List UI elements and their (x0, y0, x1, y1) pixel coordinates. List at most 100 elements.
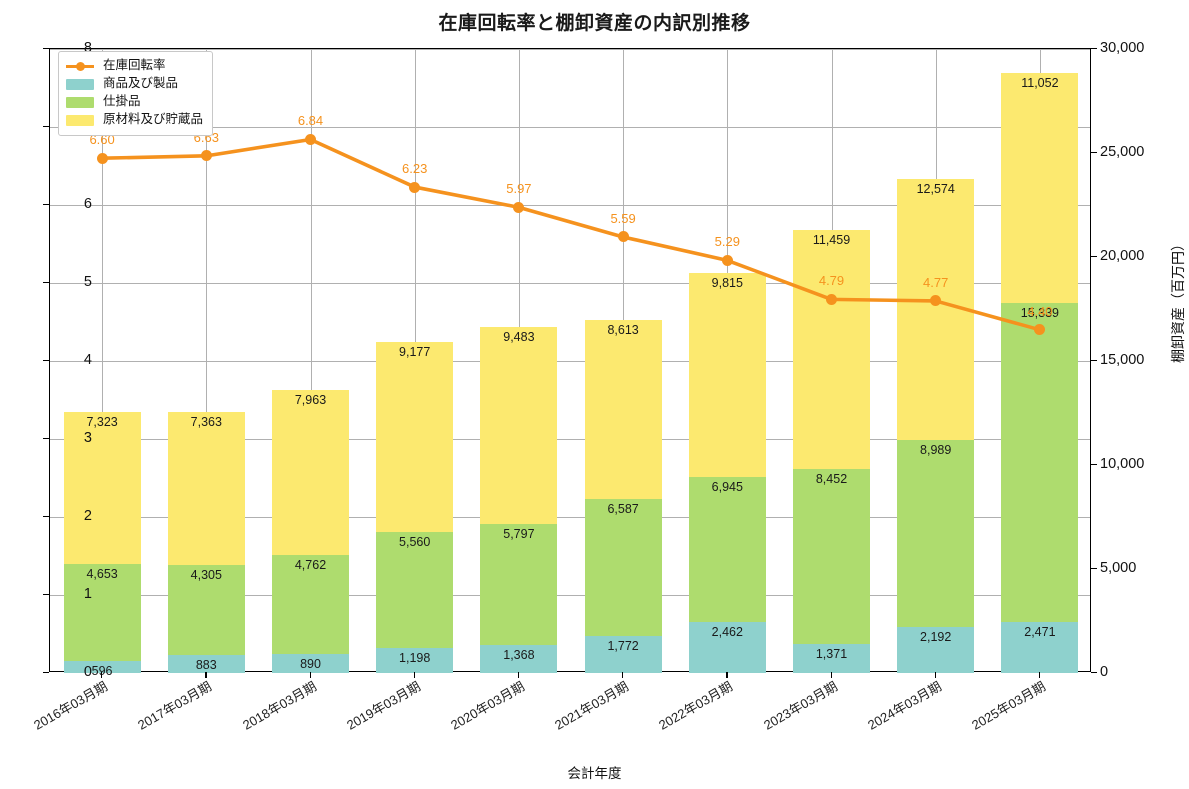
chart-legend: 在庫回転率 商品及び製品仕掛品 原材料及び貯蔵品 (58, 51, 214, 136)
bar-segment[interactable] (480, 523, 558, 645)
chart-title: 在庫回転率と棚卸資産の内訳別推移 (438, 13, 751, 34)
line-value-label: 5.29 (714, 234, 740, 250)
bar-segment[interactable] (897, 440, 975, 628)
x-axis-tick-label: 2017年03月期 (135, 678, 215, 733)
line-path (100, 137, 1042, 332)
bar-segment[interactable] (688, 477, 766, 622)
y-axis-left-tick (43, 672, 49, 674)
bar-segment[interactable] (167, 565, 245, 655)
line-data-point[interactable] (826, 293, 837, 305)
y-axis-left-tick (43, 48, 49, 50)
bar-segment[interactable] (1001, 72, 1079, 303)
line-value-label: 5.59 (610, 210, 636, 226)
y-axis-right-tick (1091, 256, 1097, 258)
bar-segment[interactable] (272, 389, 349, 556)
y-axis-right-tick (1091, 672, 1097, 674)
legend-item[interactable]: 商品及び製品 (66, 75, 203, 93)
bar-segment[interactable] (793, 644, 870, 673)
gridline-vertical (102, 49, 104, 671)
bar-segment[interactable] (376, 341, 454, 533)
line-value-label: 6.84 (297, 113, 324, 129)
bar-segment[interactable] (480, 644, 558, 673)
line-value-label: 4.79 (818, 273, 845, 289)
y-axis-left-tick (43, 438, 49, 440)
y-axis-right-tick-label: 0 (1100, 664, 1109, 680)
line-data-point[interactable] (721, 254, 733, 266)
x-axis-tick (413, 672, 416, 678)
x-axis-tick-label: 2023年03月期 (760, 678, 840, 733)
line-data-point[interactable] (96, 152, 108, 164)
y-axis-right-tick (1091, 360, 1097, 362)
x-axis-tick (101, 672, 103, 678)
line-value-label: 6.23 (402, 161, 428, 177)
line-data-point[interactable] (513, 201, 525, 213)
gridline-horizontal (50, 517, 1090, 518)
x-axis-tick (205, 672, 207, 678)
y-axis-left-tick (43, 126, 49, 128)
gridline-horizontal (50, 361, 1090, 362)
bar-segment[interactable] (63, 563, 141, 661)
bar-segment[interactable] (167, 411, 245, 566)
bar-segment[interactable] (63, 411, 141, 564)
y-axis-left-tick (43, 282, 49, 284)
gridline-horizontal (50, 49, 1090, 50)
line-data-point[interactable] (200, 150, 212, 162)
line-series-svg (100, 137, 1042, 332)
bar-segment[interactable] (584, 499, 662, 637)
y-axis-right-label: 棚卸資産（百万円） (1170, 237, 1186, 363)
bar-segment[interactable] (584, 319, 662, 500)
gridline-horizontal (50, 127, 1090, 128)
legend-item[interactable]: 在庫回転率 (66, 57, 203, 75)
y-axis-left-tick-label: 5 (83, 274, 92, 290)
y-axis-left-tick (43, 594, 49, 596)
x-axis-label: 会計年度 (567, 766, 622, 781)
legend-item-label: 商品及び製品 (103, 76, 179, 91)
y-axis-right-tick-label: 10,000 (1100, 456, 1145, 472)
bar-segment[interactable] (897, 627, 975, 673)
x-axis-tick (830, 672, 832, 678)
line-data-point[interactable] (930, 295, 942, 307)
bar-segment[interactable] (793, 468, 870, 645)
bar-segment[interactable] (63, 660, 141, 673)
y-axis-right-tick (1091, 152, 1097, 154)
line-data-point[interactable] (1034, 324, 1046, 336)
bar-segment[interactable] (272, 555, 349, 655)
y-axis-right-tick (1091, 48, 1097, 50)
line-value-label: 4.77 (923, 274, 949, 290)
legend-item[interactable]: 仕掛品 (66, 93, 203, 111)
legend-item[interactable]: 原材料及び貯蔵品 (66, 111, 203, 129)
gridline-horizontal (50, 205, 1090, 206)
bar-segment[interactable] (584, 636, 662, 673)
y-axis-right-tick-label: 20,000 (1100, 248, 1145, 264)
gridline-horizontal (50, 283, 1090, 284)
y-axis-left-tick (43, 516, 49, 518)
line-data-point[interactable] (409, 181, 421, 193)
x-axis-tick (726, 672, 728, 678)
bar-segment[interactable] (688, 273, 766, 478)
x-axis-tick-label: 2020年03月期 (448, 678, 527, 733)
x-axis-tick (1038, 672, 1041, 678)
bar-segment[interactable] (793, 230, 870, 469)
bar-segment[interactable] (167, 654, 245, 673)
bar-segment[interactable] (1001, 302, 1079, 622)
bar-segment[interactable] (1001, 621, 1079, 673)
bar-segment[interactable] (376, 532, 454, 649)
x-axis-tick (517, 672, 520, 678)
line-data-point[interactable] (305, 133, 316, 145)
x-axis-tick-label: 2024年03月期 (864, 678, 944, 733)
bar-segment[interactable] (272, 654, 349, 673)
bar-segment[interactable] (376, 648, 454, 673)
y-axis-left-tick-label: 4 (83, 352, 92, 368)
bar-segment[interactable] (688, 621, 766, 673)
line-data-point[interactable] (617, 231, 629, 243)
x-axis-tick-label: 2018年03月期 (239, 678, 319, 733)
x-axis-tick (309, 672, 311, 678)
y-axis-left-tick-label: 3 (83, 430, 92, 446)
legend-item-label: 原材料及び貯蔵品 (103, 112, 204, 127)
y-axis-left-tick-label: 8 (83, 40, 92, 56)
bar-segment[interactable] (480, 326, 558, 524)
x-axis-tick-label: 2016年03月期 (31, 678, 111, 733)
y-axis-right-tick-label: 5,000 (1100, 560, 1137, 576)
y-axis-right-tick-label: 30,000 (1100, 40, 1145, 56)
